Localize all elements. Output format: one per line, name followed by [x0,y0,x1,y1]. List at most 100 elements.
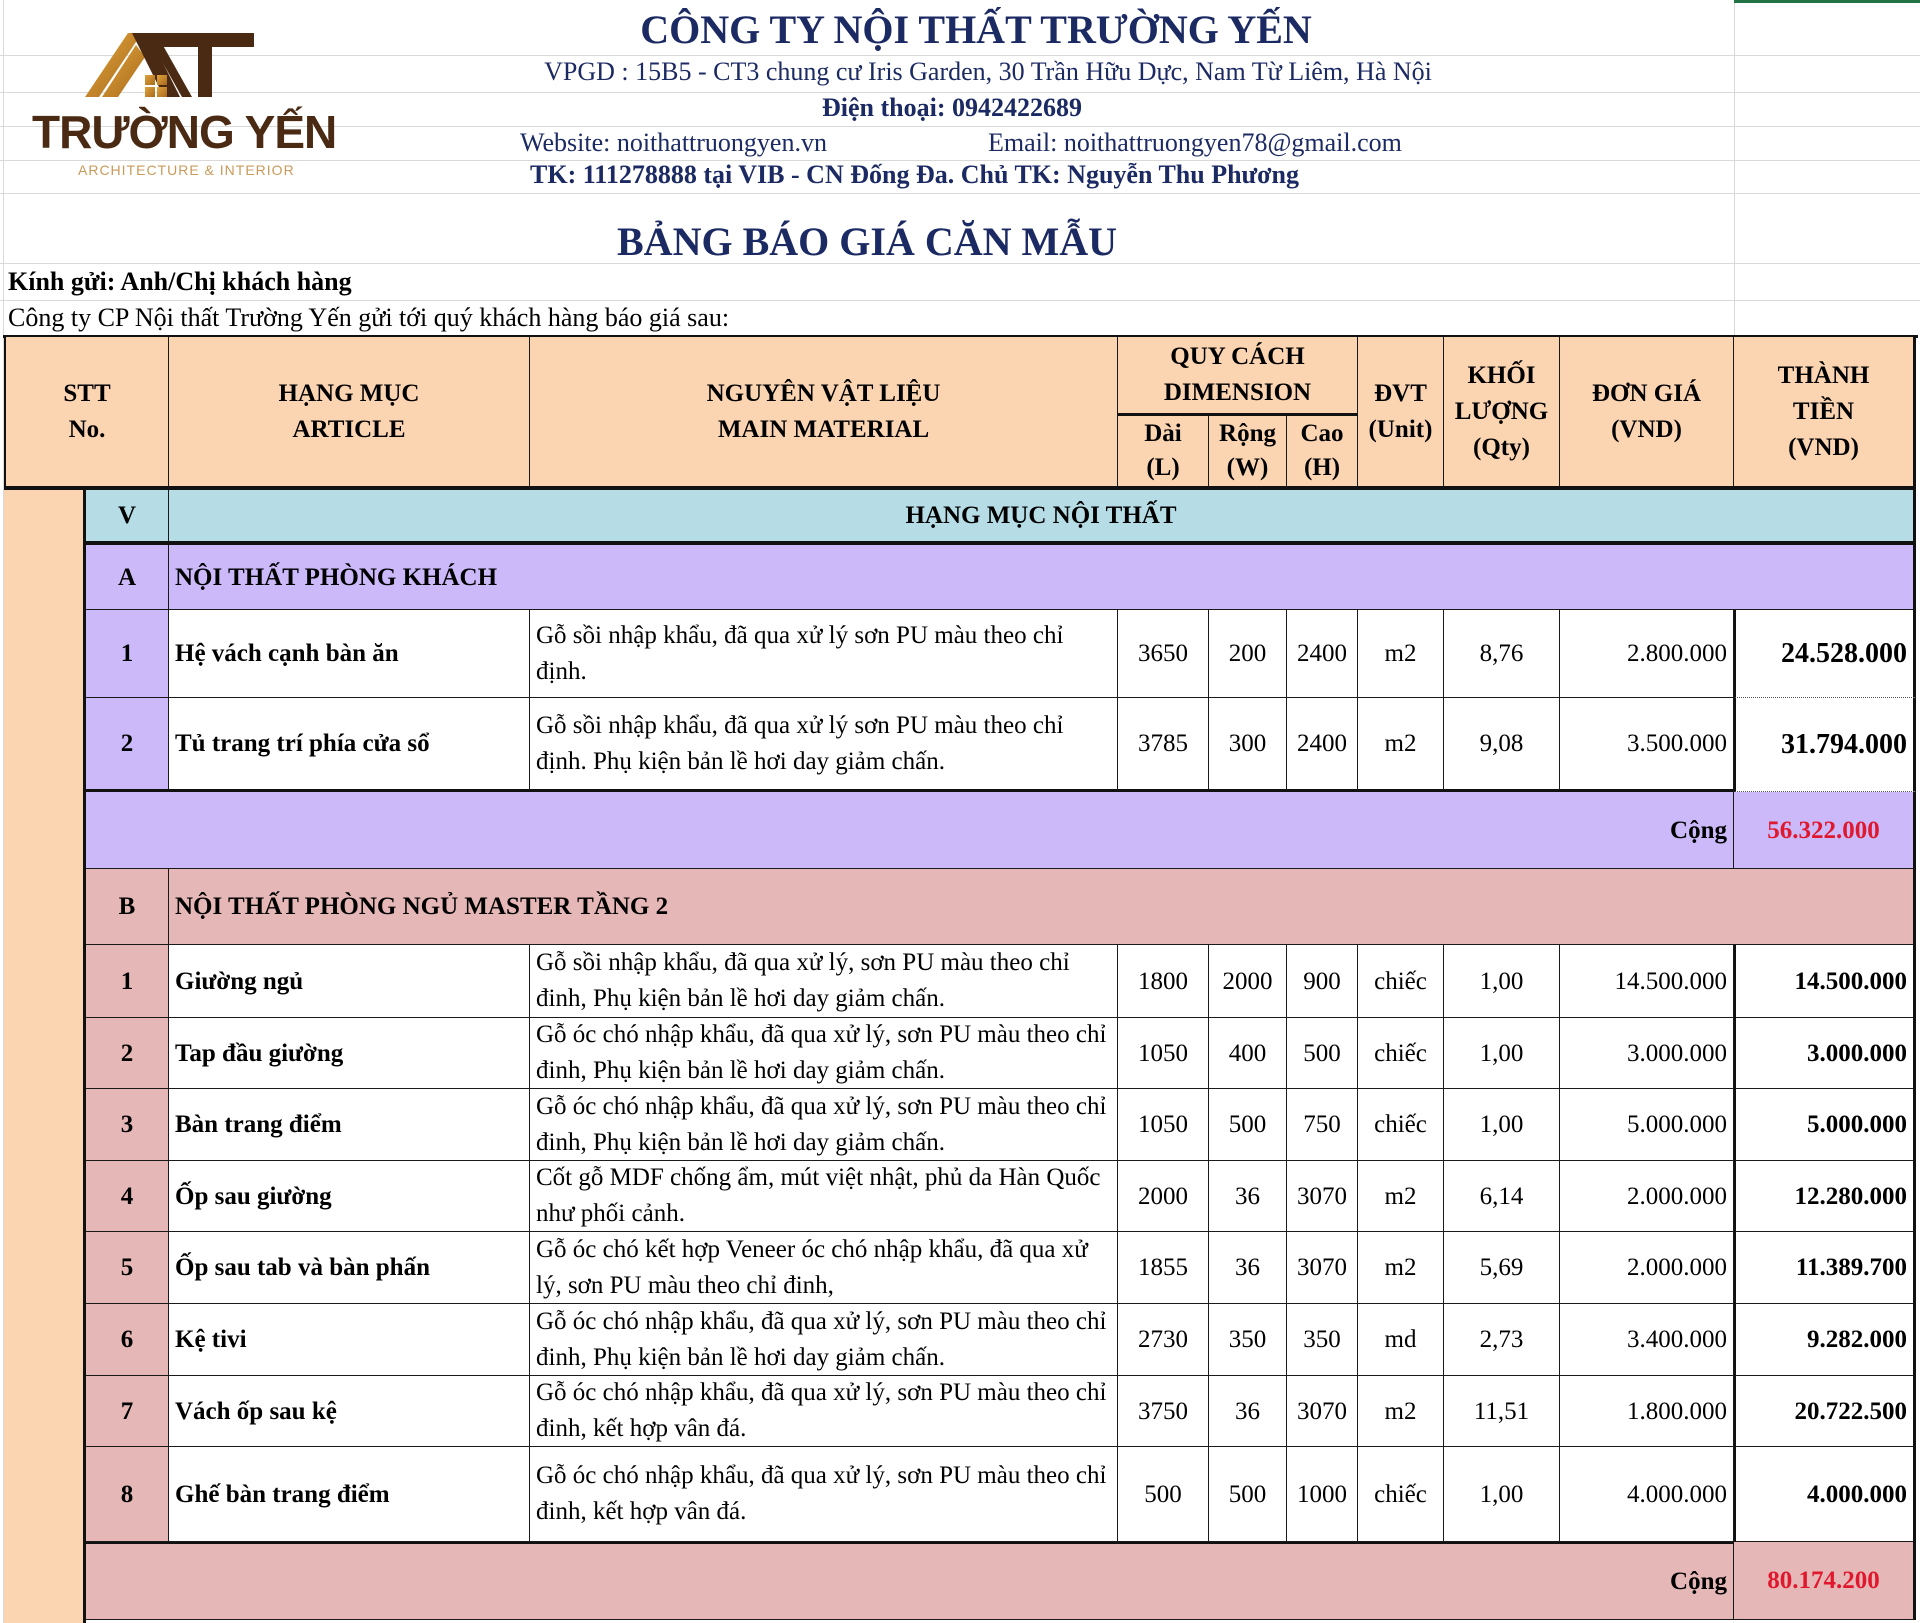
item-qty-text: 1,00 [1479,967,1524,995]
item-total-text: 4.000.000 [1807,1480,1907,1508]
item-height: 2400 [1287,610,1358,698]
item-total-text: 14.500.000 [1794,967,1908,995]
header-material-text: NGUYÊN VẬT LIỆU MAIN MATERIAL [706,379,941,443]
item-width: 400 [1209,1018,1287,1089]
item-unit-price-text: 2.000.000 [1627,1254,1727,1281]
item-material: Gỗ óc chó nhập khẩu, đã qua xử lý, sơn P… [530,1089,1118,1161]
item-number-text: 7 [120,1397,134,1425]
item-name: Hệ vách cạnh bàn ăn [169,610,530,698]
item-total: 5.000.000 [1734,1089,1916,1161]
item-unit-price: 3.400.000 [1560,1304,1734,1376]
item-qty: 9,08 [1444,698,1560,792]
header-total: THÀNH TIỀN (VND) [1734,337,1916,490]
item-unit: m2 [1358,1161,1444,1232]
item-material: Gỗ óc chó kết hợp Veneer óc chó nhập khẩ… [530,1232,1118,1304]
item-length-text: 3650 [1138,640,1188,667]
item-unit: m2 [1358,610,1444,698]
header-qty: KHỐI LƯỢNG (Qty) [1444,337,1560,490]
item-unit-price: 2.000.000 [1560,1161,1734,1232]
item-name: Vách ốp sau kệ [169,1376,530,1447]
item-height: 500 [1287,1018,1358,1089]
item-unit-text: m2 [1384,730,1417,757]
item-number: 7 [86,1376,169,1447]
item-name-text: Hệ vách cạnh bàn ăn [175,640,399,667]
group-label: NỘI THẤT PHÒNG NGỦ MASTER TẦNG 2 [169,869,1916,945]
item-width-text: 500 [1228,1480,1267,1508]
company-logo: TRƯỜNG YẾN ARCHITECTURE & INTERIOR [30,25,350,185]
item-unit-price-text: 1.800.000 [1627,1397,1727,1425]
item-unit-text: m2 [1384,1182,1417,1210]
item-unit-price: 5.000.000 [1560,1089,1734,1161]
item-number-text: 2 [120,730,134,757]
item-material-text: Gỗ óc chó nhập khẩu, đã qua xử lý, sơn P… [536,1092,1107,1156]
subtotal-label: Cộng [86,792,1734,869]
company-address: VPGD : 15B5 - CT3 chung cư Iris Garden, … [544,57,1432,86]
item-unit: chiếc [1358,1089,1444,1161]
item-length-text: 1855 [1138,1254,1188,1281]
item-length: 2730 [1118,1304,1209,1376]
item-height-text: 900 [1303,967,1341,995]
item-qty-text: 5,69 [1479,1254,1524,1281]
item-material: Gỗ óc chó nhập khẩu, đã qua xử lý, sơn P… [530,1376,1118,1447]
section-code-text: V [117,502,137,529]
item-height: 750 [1287,1089,1358,1161]
group-label: NỘI THẤT PHÒNG KHÁCH [169,545,1916,610]
item-length: 3785 [1118,698,1209,792]
item-total-text: 24.528.000 [1781,638,1907,669]
header-width-text: Rộng (W) [1219,420,1276,481]
item-material-text: Gỗ óc chó kết hợp Veneer óc chó nhập khẩ… [536,1235,1088,1299]
logo-brand: TRƯỜNG YẾN [32,106,337,158]
header-stt: STT No. [4,337,169,490]
item-qty-text: 6,14 [1479,1182,1524,1210]
item-qty: 6,14 [1444,1161,1560,1232]
item-unit: chiếc [1358,1447,1444,1542]
header-length-text: Dài (L) [1144,420,1182,481]
subtotal-value: 56.322.000 [1734,792,1916,869]
item-unit-price: 3.000.000 [1560,1018,1734,1089]
item-height: 3070 [1287,1376,1358,1447]
item-height-text: 3070 [1297,1397,1347,1425]
quote-title: BẢNG BÁO GIÁ CĂN MẪU [617,219,1117,264]
item-total: 24.528.000 [1734,610,1916,698]
item-total-text: 20.722.500 [1794,1397,1908,1425]
selected-cell-indicator [1734,0,1920,3]
item-length-text: 2000 [1138,1182,1188,1210]
item-height: 3070 [1287,1161,1358,1232]
item-height: 350 [1287,1304,1358,1376]
item-total: 11.389.700 [1734,1232,1916,1304]
item-material: Cốt gỗ MDF chống ẩm, mút việt nhật, phủ … [530,1161,1118,1232]
item-qty: 11,51 [1444,1376,1560,1447]
item-length: 3650 [1118,610,1209,698]
header-unit: ĐVT (Unit) [1358,337,1444,490]
item-number-text: 6 [120,1326,134,1353]
item-qty-text: 1,00 [1479,1480,1524,1508]
item-name-text: Vách ốp sau kệ [175,1397,337,1425]
item-length: 1855 [1118,1232,1209,1304]
item-number: 1 [86,610,169,698]
header-width: Rộng (W) [1209,416,1287,490]
item-name-text: Kệ tivi [175,1326,247,1353]
item-qty: 1,00 [1444,945,1560,1018]
item-width-text: 200 [1228,640,1267,667]
group-label-text: NỘI THẤT PHÒNG NGỦ MASTER TẦNG 2 [175,893,669,920]
item-name: Kệ tivi [169,1304,530,1376]
item-width-text: 400 [1228,1039,1267,1067]
item-unit: m2 [1358,1376,1444,1447]
item-height: 3070 [1287,1232,1358,1304]
item-length-text: 500 [1144,1480,1182,1508]
item-unit-price: 1.800.000 [1560,1376,1734,1447]
item-unit-text: md [1384,1326,1417,1353]
item-name: Ốp sau tab và bàn phấn [169,1232,530,1304]
item-length-text: 1800 [1138,967,1188,995]
item-width-text: 300 [1228,730,1267,757]
item-length: 1800 [1118,945,1209,1018]
item-qty-text: 2,73 [1479,1326,1524,1353]
group-label-text: NỘI THẤT PHÒNG KHÁCH [175,563,498,591]
item-unit-text: chiếc [1374,1111,1427,1138]
item-height-text: 2400 [1297,640,1347,667]
company-website: Website: noithattruongyen.vn [520,128,827,157]
item-unit-price-text: 3.400.000 [1627,1326,1727,1353]
item-unit: chiếc [1358,1018,1444,1089]
header-length: Dài (L) [1118,416,1209,490]
item-qty: 5,69 [1444,1232,1560,1304]
